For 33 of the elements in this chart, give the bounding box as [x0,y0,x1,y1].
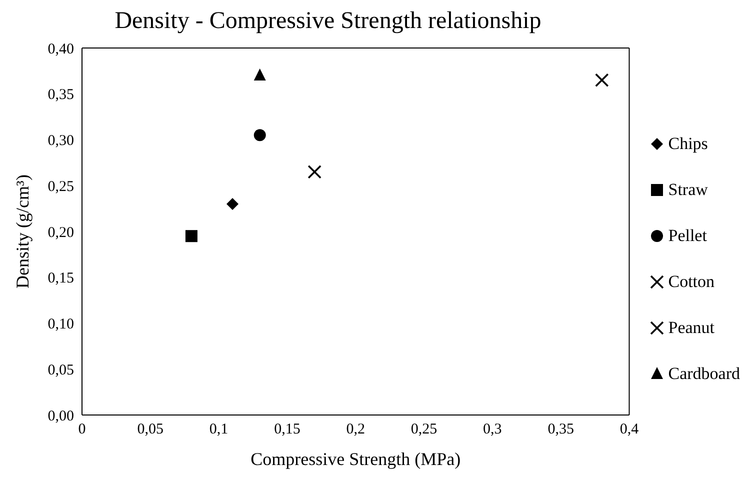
y-tick-label: 0,20 [48,224,74,241]
legend-label: Straw [668,180,708,200]
legend-label: Cardboard [668,364,740,384]
chart-title: Density - Compressive Strength relationship [114,8,542,35]
point [254,68,266,81]
point [226,198,238,210]
y-tick-label: 0,00 [48,408,74,424]
y-tick-label: 0,30 [48,133,74,150]
point [308,164,322,179]
x-tick-label: 0,25 [410,422,438,438]
x-tick-label: 0,15 [274,422,300,438]
y-tick-label: 0,25 [48,178,74,195]
point [594,73,609,88]
legend-label: Chips [668,134,708,154]
x-tick-label: 0,1 [209,422,228,438]
y-tick-label: 0,40 [48,41,74,58]
legend-label: Cotton [668,272,715,292]
y-tick-label: 0,15 [48,270,74,287]
x-tick-label: 0,3 [483,422,502,438]
y-tick-label: 0,10 [48,316,74,333]
point [254,129,266,142]
x-tick-label: 0,35 [548,422,574,438]
x-tick-label: 0,4 [620,422,640,438]
x-tick-label: 0,05 [137,422,164,438]
y-tick-label: 0,05 [48,362,74,378]
x-tick-label: 0,2 [346,422,365,438]
legend-label: Pellet [668,226,707,246]
y-axis-title: Density (g/cm³) [12,174,32,288]
y-tick-label: 0,35 [48,87,74,104]
point [185,230,198,242]
legend-label: Peanut [668,318,715,338]
x-axis-title: Compressive Strength (MPa) [250,449,461,469]
x-tick-label: 0 [78,422,86,438]
